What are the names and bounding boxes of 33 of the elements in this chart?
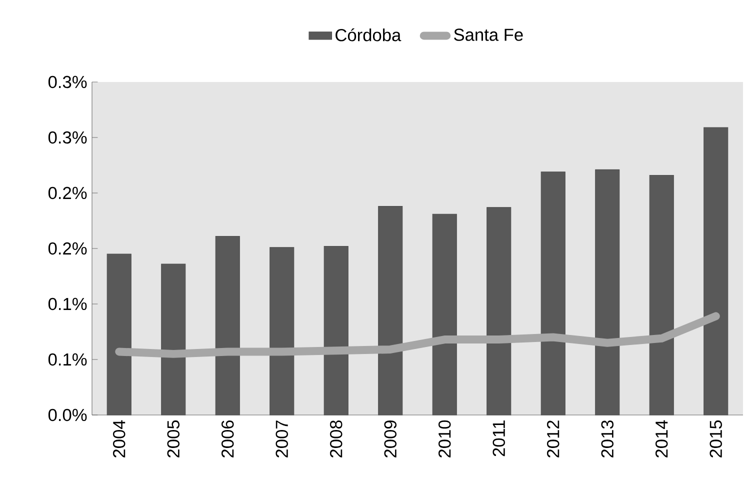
x-tick-label: 2009 <box>384 420 397 458</box>
bar <box>378 206 403 416</box>
bar <box>106 254 132 416</box>
bar <box>540 172 566 416</box>
y-tick-label: 0.0% <box>48 408 87 422</box>
bar <box>215 236 240 416</box>
y-tick-label: 0.3% <box>48 76 87 88</box>
y-tick-label: 0.1% <box>48 353 87 366</box>
x-tick-label: 2006 <box>221 420 234 458</box>
x-tick-label: 2010 <box>438 420 451 458</box>
bar <box>324 246 348 416</box>
x-tick-label: 2008 <box>330 420 342 458</box>
x-tick-label: 2004 <box>112 420 126 458</box>
bar <box>595 169 620 416</box>
bar <box>270 247 294 416</box>
y-tick-label: 0.2% <box>48 242 87 255</box>
bar <box>649 174 674 416</box>
bar <box>486 207 512 416</box>
y-tick-label: 0.1% <box>48 298 87 310</box>
x-tick-label: 2014 <box>655 420 668 458</box>
x-tick-label: 2011 <box>492 420 506 456</box>
x-tick-label: 2005 <box>167 420 180 458</box>
bar <box>432 214 457 416</box>
legend-label: Santa Fe <box>454 28 523 41</box>
x-tick-label: 2007 <box>276 420 288 458</box>
legend-label: Córdoba <box>336 28 402 42</box>
x-tick-label: 2015 <box>710 420 722 458</box>
bar <box>161 264 186 416</box>
bar <box>704 127 728 416</box>
y-tick-label: 0.2% <box>48 186 87 200</box>
y-tick-label: 0.3% <box>48 131 87 144</box>
x-tick-label: 2013 <box>601 420 614 458</box>
x-tick-label: 2012 <box>546 420 560 458</box>
